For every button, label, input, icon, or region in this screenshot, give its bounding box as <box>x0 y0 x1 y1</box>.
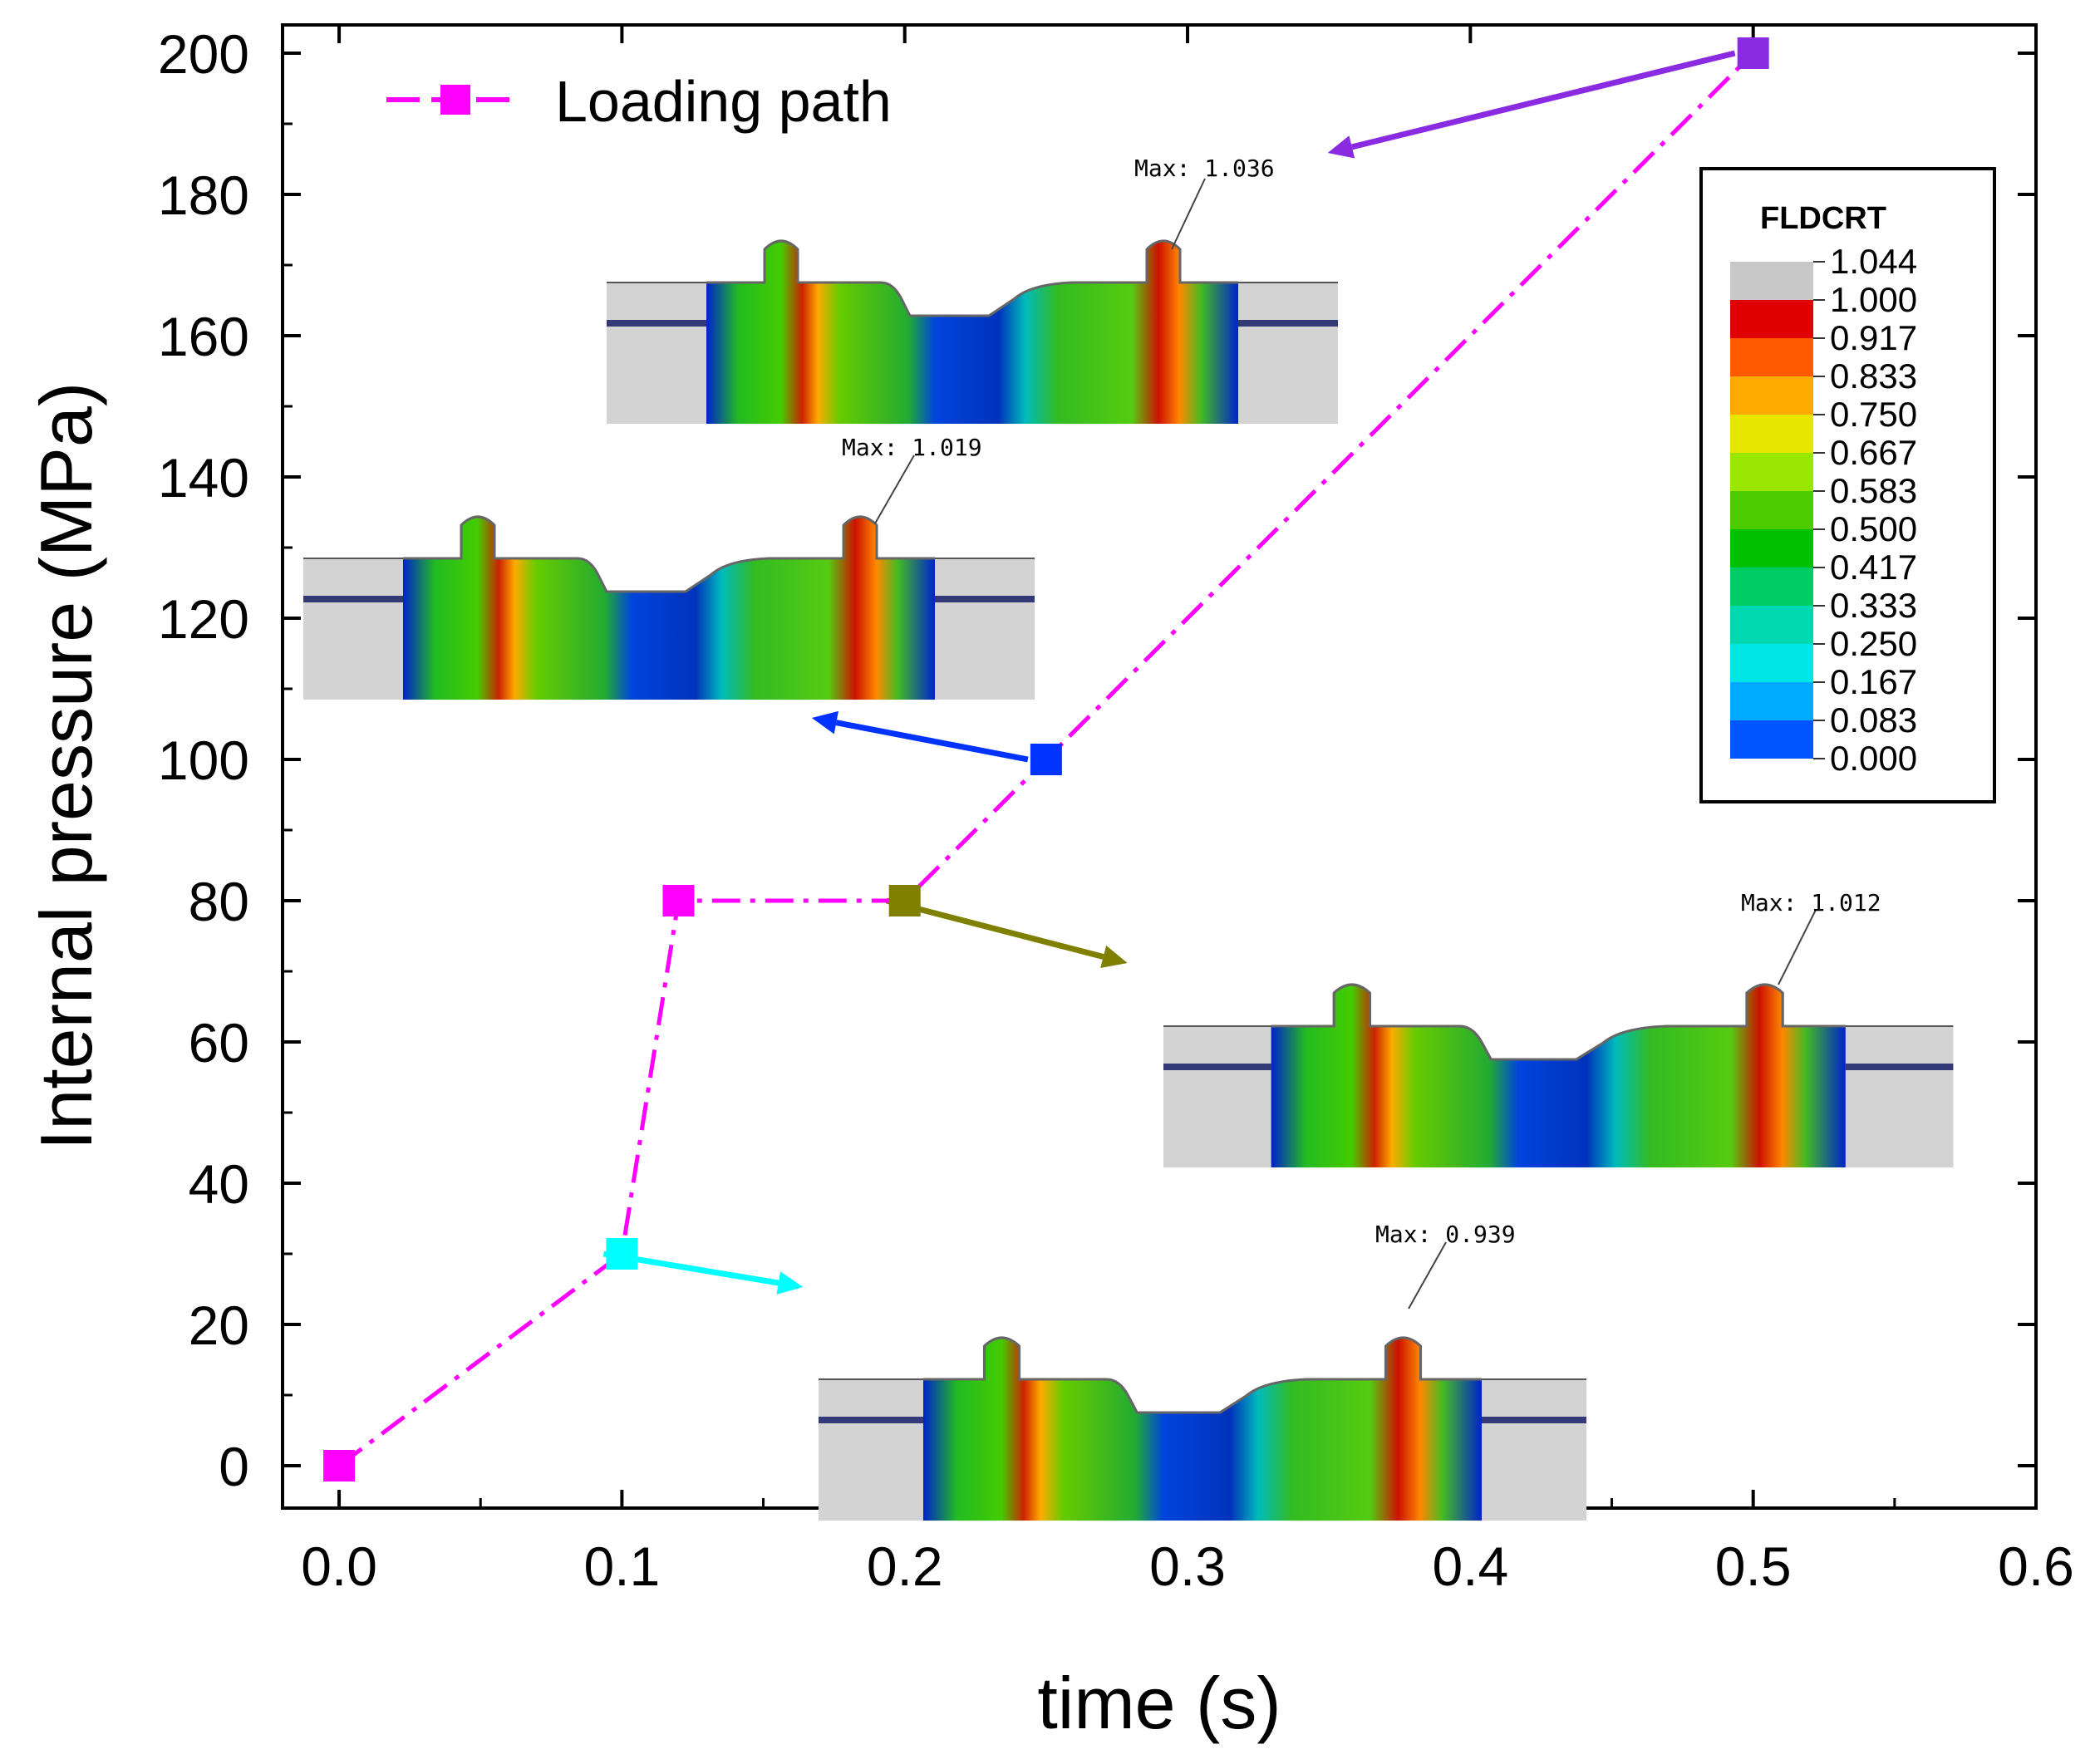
colorbar: FLDCRT 1.0441.0000.9170.8330.7500.6670.5… <box>1699 167 1996 803</box>
annotation-arrow-head <box>1100 945 1128 969</box>
colorbar-cell <box>1730 300 1813 338</box>
colorbar-cell <box>1730 491 1813 529</box>
colorbar-label: 0.000 <box>1830 739 1917 778</box>
colorbar-labels: 1.0441.0000.9170.8330.7500.6670.5830.500… <box>1813 242 1917 778</box>
colorbar-cell <box>1730 376 1813 415</box>
y-tick-label: 140 <box>158 447 249 509</box>
colorbar-label: 0.500 <box>1830 509 1917 548</box>
colorbar-label: 0.833 <box>1830 356 1917 396</box>
annotation-arrow <box>1350 50 1736 150</box>
x-axis-label: time (s) <box>1037 1662 1281 1744</box>
colorbar-cell <box>1730 415 1813 453</box>
series-line <box>337 52 1755 1468</box>
y-tick-label: 20 <box>189 1295 249 1356</box>
colorbar-label: 1.044 <box>1830 242 1917 281</box>
colorbar-cell <box>1730 453 1813 491</box>
y-tick-label: 180 <box>158 165 249 226</box>
x-tick-label: 0.3 <box>1149 1536 1226 1597</box>
y-tick-label: 80 <box>189 871 249 932</box>
legend-label: Loading path <box>555 69 892 134</box>
y-axis-label: Internal pressure (MPa) <box>25 382 107 1150</box>
y-tick-label: 120 <box>158 588 249 650</box>
y-tick-label: 200 <box>158 23 249 85</box>
y-tick-label: 0 <box>219 1436 249 1497</box>
data-point-marker <box>1737 37 1769 69</box>
colorbar-cell <box>1730 338 1813 376</box>
colorbar-cell <box>1730 262 1813 300</box>
colorbar-label: 0.250 <box>1830 624 1917 663</box>
annotation-arrow-head <box>1327 135 1355 159</box>
y-axis: 0 20 40 60 80 100 120 140 160 180 200 <box>158 23 2036 1497</box>
annotation-arrow <box>835 720 1029 763</box>
annotation-arrow <box>885 897 1104 960</box>
colorbar-cell <box>1730 644 1813 682</box>
annotation-arrow-head <box>811 710 838 735</box>
y-tick-label: 60 <box>189 1012 249 1074</box>
colorbar-label: 0.583 <box>1830 471 1917 510</box>
colorbar-label: 0.417 <box>1830 548 1917 587</box>
data-point-marker <box>888 885 921 916</box>
x-tick-label: 0.1 <box>584 1536 661 1597</box>
section-image-30mpa <box>817 1336 1588 1522</box>
x-tick-label: 0.6 <box>1998 1536 2074 1597</box>
data-point-marker <box>1030 744 1062 775</box>
colorbar-cell <box>1730 529 1813 568</box>
colorbar-label: 1.000 <box>1830 280 1917 319</box>
colorbar-label: 0.917 <box>1830 318 1917 357</box>
x-axis: 0.0 0.1 0.2 0.3 0.4 0.5 0.6 <box>301 25 2074 1597</box>
annotation-max-80mpa: Max: 1.012 <box>1741 889 1881 916</box>
colorbar-label: 0.667 <box>1830 433 1917 472</box>
colorbar-cell <box>1730 568 1813 606</box>
colorbar-cells <box>1730 262 1813 759</box>
data-point-marker <box>606 1238 638 1270</box>
y-tick-label: 160 <box>158 306 249 367</box>
x-tick-label: 0.4 <box>1432 1536 1508 1597</box>
colorbar-title: FLDCRT <box>1760 201 1886 236</box>
colorbar-label: 0.167 <box>1830 662 1917 701</box>
colorbar-cell <box>1730 606 1813 644</box>
data-point-marker <box>323 1450 356 1481</box>
annotation-max-30mpa: Max: 0.939 <box>1375 1221 1516 1248</box>
colorbar-label: 0.083 <box>1830 700 1917 740</box>
y-tick-label: 40 <box>189 1153 249 1215</box>
annotation-max-200mpa: Max: 1.036 <box>1134 155 1275 182</box>
section-image-100mpa <box>302 515 1036 701</box>
legend: Loading path <box>386 69 892 134</box>
x-tick-label: 0.0 <box>301 1536 377 1597</box>
annotation-arrow-head <box>776 1271 804 1295</box>
colorbar-cell <box>1730 682 1813 720</box>
annotation-max-100mpa: Max: 1.019 <box>842 434 982 461</box>
colorbar-cell <box>1730 720 1813 759</box>
x-tick-label: 0.5 <box>1715 1536 1792 1597</box>
legend-marker <box>440 85 470 115</box>
section-image-200mpa <box>605 239 1340 425</box>
section-image-80mpa <box>1162 983 1955 1169</box>
y-tick-label: 100 <box>158 730 249 791</box>
x-tick-label: 0.2 <box>867 1536 943 1597</box>
series-loading-path <box>323 37 1769 1481</box>
colorbar-label: 0.333 <box>1830 586 1917 625</box>
colorbar-label: 0.750 <box>1830 395 1917 434</box>
data-point-marker <box>662 885 695 916</box>
